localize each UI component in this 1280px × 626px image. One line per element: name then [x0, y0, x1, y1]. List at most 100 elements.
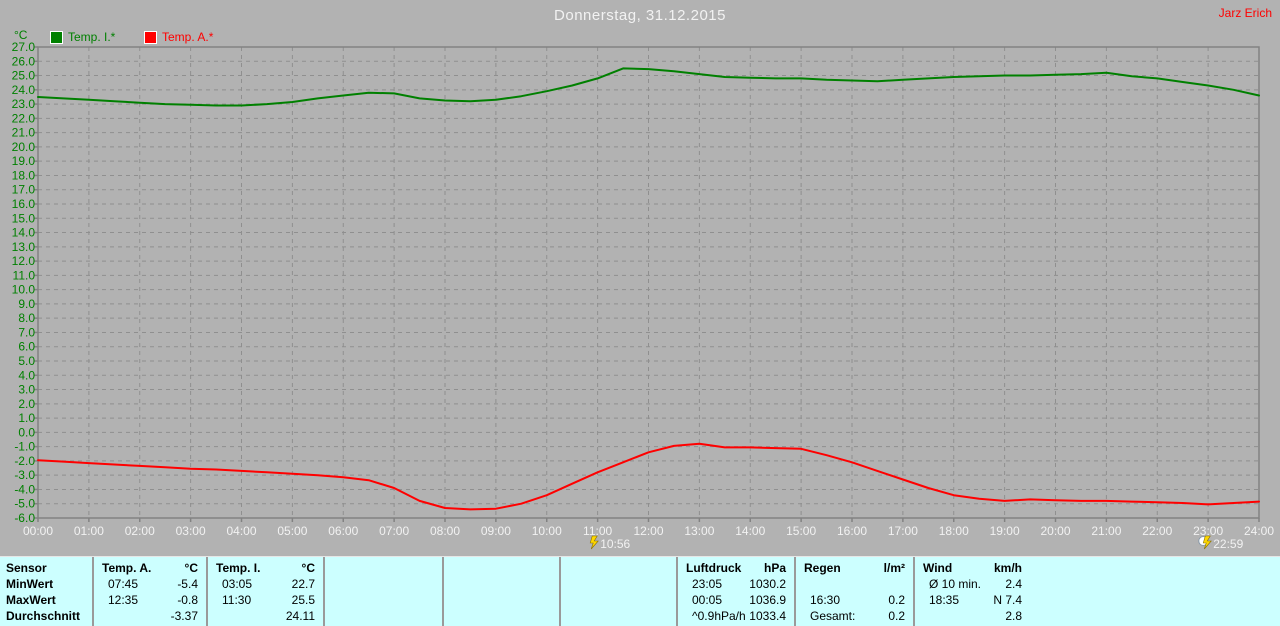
x-tick-label: 11:00	[583, 524, 612, 538]
x-tick-label: 21:00	[1091, 524, 1121, 538]
sensor-unit: l/m²	[883, 561, 905, 575]
y-tick-label: 24.0	[12, 83, 36, 97]
y-tick-label: 13.0	[12, 240, 36, 254]
y-tick-label: -1.0	[14, 440, 35, 454]
x-tick-label: 13:00	[684, 524, 714, 538]
stat-value: N 7.4	[993, 593, 1022, 607]
y-tick-label: -5.0	[14, 497, 35, 511]
stat-time: 12:35	[108, 593, 139, 607]
stat-group-Regen: Regen l/m² 16:30 0.2 Gesamt: 0.2	[794, 557, 913, 626]
sensor-name: Luftdruck	[686, 561, 742, 575]
x-tick-label: 02:00	[125, 524, 155, 538]
y-tick-label: 25.0	[12, 69, 36, 83]
x-tick-label: 20:00	[1040, 524, 1070, 538]
stat-time: 03:05	[222, 577, 253, 591]
x-tick-label: 19:00	[990, 524, 1020, 538]
y-axis-unit-label: °C	[14, 28, 28, 42]
x-tick-label: 23:00	[1193, 524, 1223, 538]
stat-value: 22.7	[291, 577, 315, 591]
y-tick-label: -4.0	[14, 482, 35, 496]
y-tick-label: 27.0	[12, 40, 36, 54]
stat-value: 1030.2	[749, 577, 786, 591]
y-tick-label: 12.0	[12, 254, 36, 268]
stat-value: 0.2	[888, 609, 905, 623]
stat-value: 25.5	[291, 593, 315, 607]
x-tick-label: 10:00	[532, 524, 562, 538]
stat-value: -5.4	[177, 577, 198, 591]
y-tick-label: 19.0	[12, 154, 36, 168]
stat-time: 23:05	[692, 577, 723, 591]
x-tick-label: 08:00	[430, 524, 460, 538]
stat-value: 24.11	[285, 609, 315, 623]
x-tick-label: 16:00	[837, 524, 867, 538]
page-title: Donnerstag, 31.12.2015	[554, 7, 726, 24]
stats-table: Sensor MinWert MaxWert Durchschnitt Temp. A.…	[0, 556, 1280, 626]
stat-time: 18:35	[929, 593, 960, 607]
stat-group-Temp. I.: Temp. I. °C 03:05 22.7 11:30 25.5 24.11	[206, 557, 323, 626]
lightning-icon	[589, 535, 599, 550]
marker-time-label: 22:59	[1213, 537, 1243, 551]
x-tick-label: 09:00	[481, 524, 511, 538]
y-tick-label: 5.0	[18, 354, 35, 368]
x-tick-label: 15:00	[786, 524, 816, 538]
x-tick-label: 18:00	[939, 524, 969, 538]
stat-value: 1033.4	[749, 609, 786, 623]
stat-time: Ø 10 min.	[929, 577, 982, 591]
moon-lightning-icon	[1202, 535, 1212, 550]
sensor-unit: °C	[184, 561, 198, 575]
sensor-unit: hPa	[763, 561, 786, 575]
row-label: MaxWert	[6, 593, 56, 607]
stat-group-empty	[323, 557, 442, 626]
x-tick-label: 04:00	[226, 524, 256, 538]
series-Temp. I.*	[37, 67, 1260, 107]
y-tick-label: 3.0	[18, 383, 35, 397]
y-tick-label: 18.0	[12, 168, 36, 182]
y-tick-label: 21.0	[12, 126, 36, 140]
x-tick-label: 22:00	[1142, 524, 1172, 538]
stat-time: 07:45	[108, 577, 139, 591]
y-tick-label: 26.0	[12, 54, 36, 68]
y-tick-label: 4.0	[18, 368, 35, 382]
stat-time: 16:30	[810, 593, 841, 607]
sensor-name: Temp. A.	[102, 561, 152, 575]
y-tick-label: 17.0	[12, 183, 36, 197]
stat-group-empty	[442, 557, 559, 626]
y-tick-label: 14.0	[12, 226, 36, 240]
x-tick-label: 17:00	[888, 524, 918, 538]
stat-group-empty	[559, 557, 676, 626]
y-tick-label: 0.0	[18, 425, 35, 439]
x-tick-label: 01:00	[74, 524, 104, 538]
stat-group-Luftdruck: Luftdruck hPa 23:05 1030.2 00:05 1036.9 ^0.9hP…	[676, 557, 794, 626]
x-tick-label: 12:00	[633, 524, 663, 538]
temp-outside-swatch-icon	[144, 30, 157, 44]
y-tick-label: 2.0	[18, 397, 35, 411]
y-tick-label: 11.0	[13, 268, 36, 282]
stat-group-Wind: Wind km/h Ø 10 min. 2.4 18:35 N 7.4 2.8	[913, 557, 1030, 626]
y-tick-label: 10.0	[12, 283, 36, 297]
row-label: Sensor	[6, 561, 47, 575]
x-tick-label: 03:00	[176, 524, 206, 538]
stat-value: -3.37	[170, 609, 198, 623]
row-label: MinWert	[6, 577, 54, 591]
stat-group-Temp. A.: Temp. A. °C 07:45 -5.4 12:35 -0.8 -3.37	[92, 557, 206, 626]
stat-value: 1036.9	[749, 593, 786, 607]
legend-item-temp-outside: Temp. A.*	[144, 30, 213, 44]
y-tick-label: 22.0	[12, 111, 36, 125]
x-tick-label: 00:00	[23, 524, 53, 538]
stat-value: 0.2	[888, 593, 905, 607]
y-tick-label: 1.0	[18, 411, 35, 425]
y-tick-label: 7.0	[18, 325, 35, 339]
stat-time: 11:30	[222, 593, 252, 607]
row-label: Durchschnitt	[6, 609, 81, 623]
series-Temp. A.*	[37, 442, 1260, 511]
x-tick-label: 05:00	[277, 524, 307, 538]
legend-label: Temp. I.*	[68, 30, 116, 44]
stat-time: 00:05	[692, 593, 723, 607]
stat-time: ^0.9hPa/h	[692, 609, 746, 623]
sensor-name: Wind	[923, 561, 953, 575]
y-tick-label: 16.0	[12, 197, 36, 211]
stats-row-labels: Sensor MinWert MaxWert Durchschnitt	[0, 557, 90, 626]
y-tick-label: 8.0	[18, 311, 35, 325]
marker-time-label: 10:56	[600, 537, 630, 551]
user-name-label: Jarz Erich	[1218, 6, 1272, 20]
